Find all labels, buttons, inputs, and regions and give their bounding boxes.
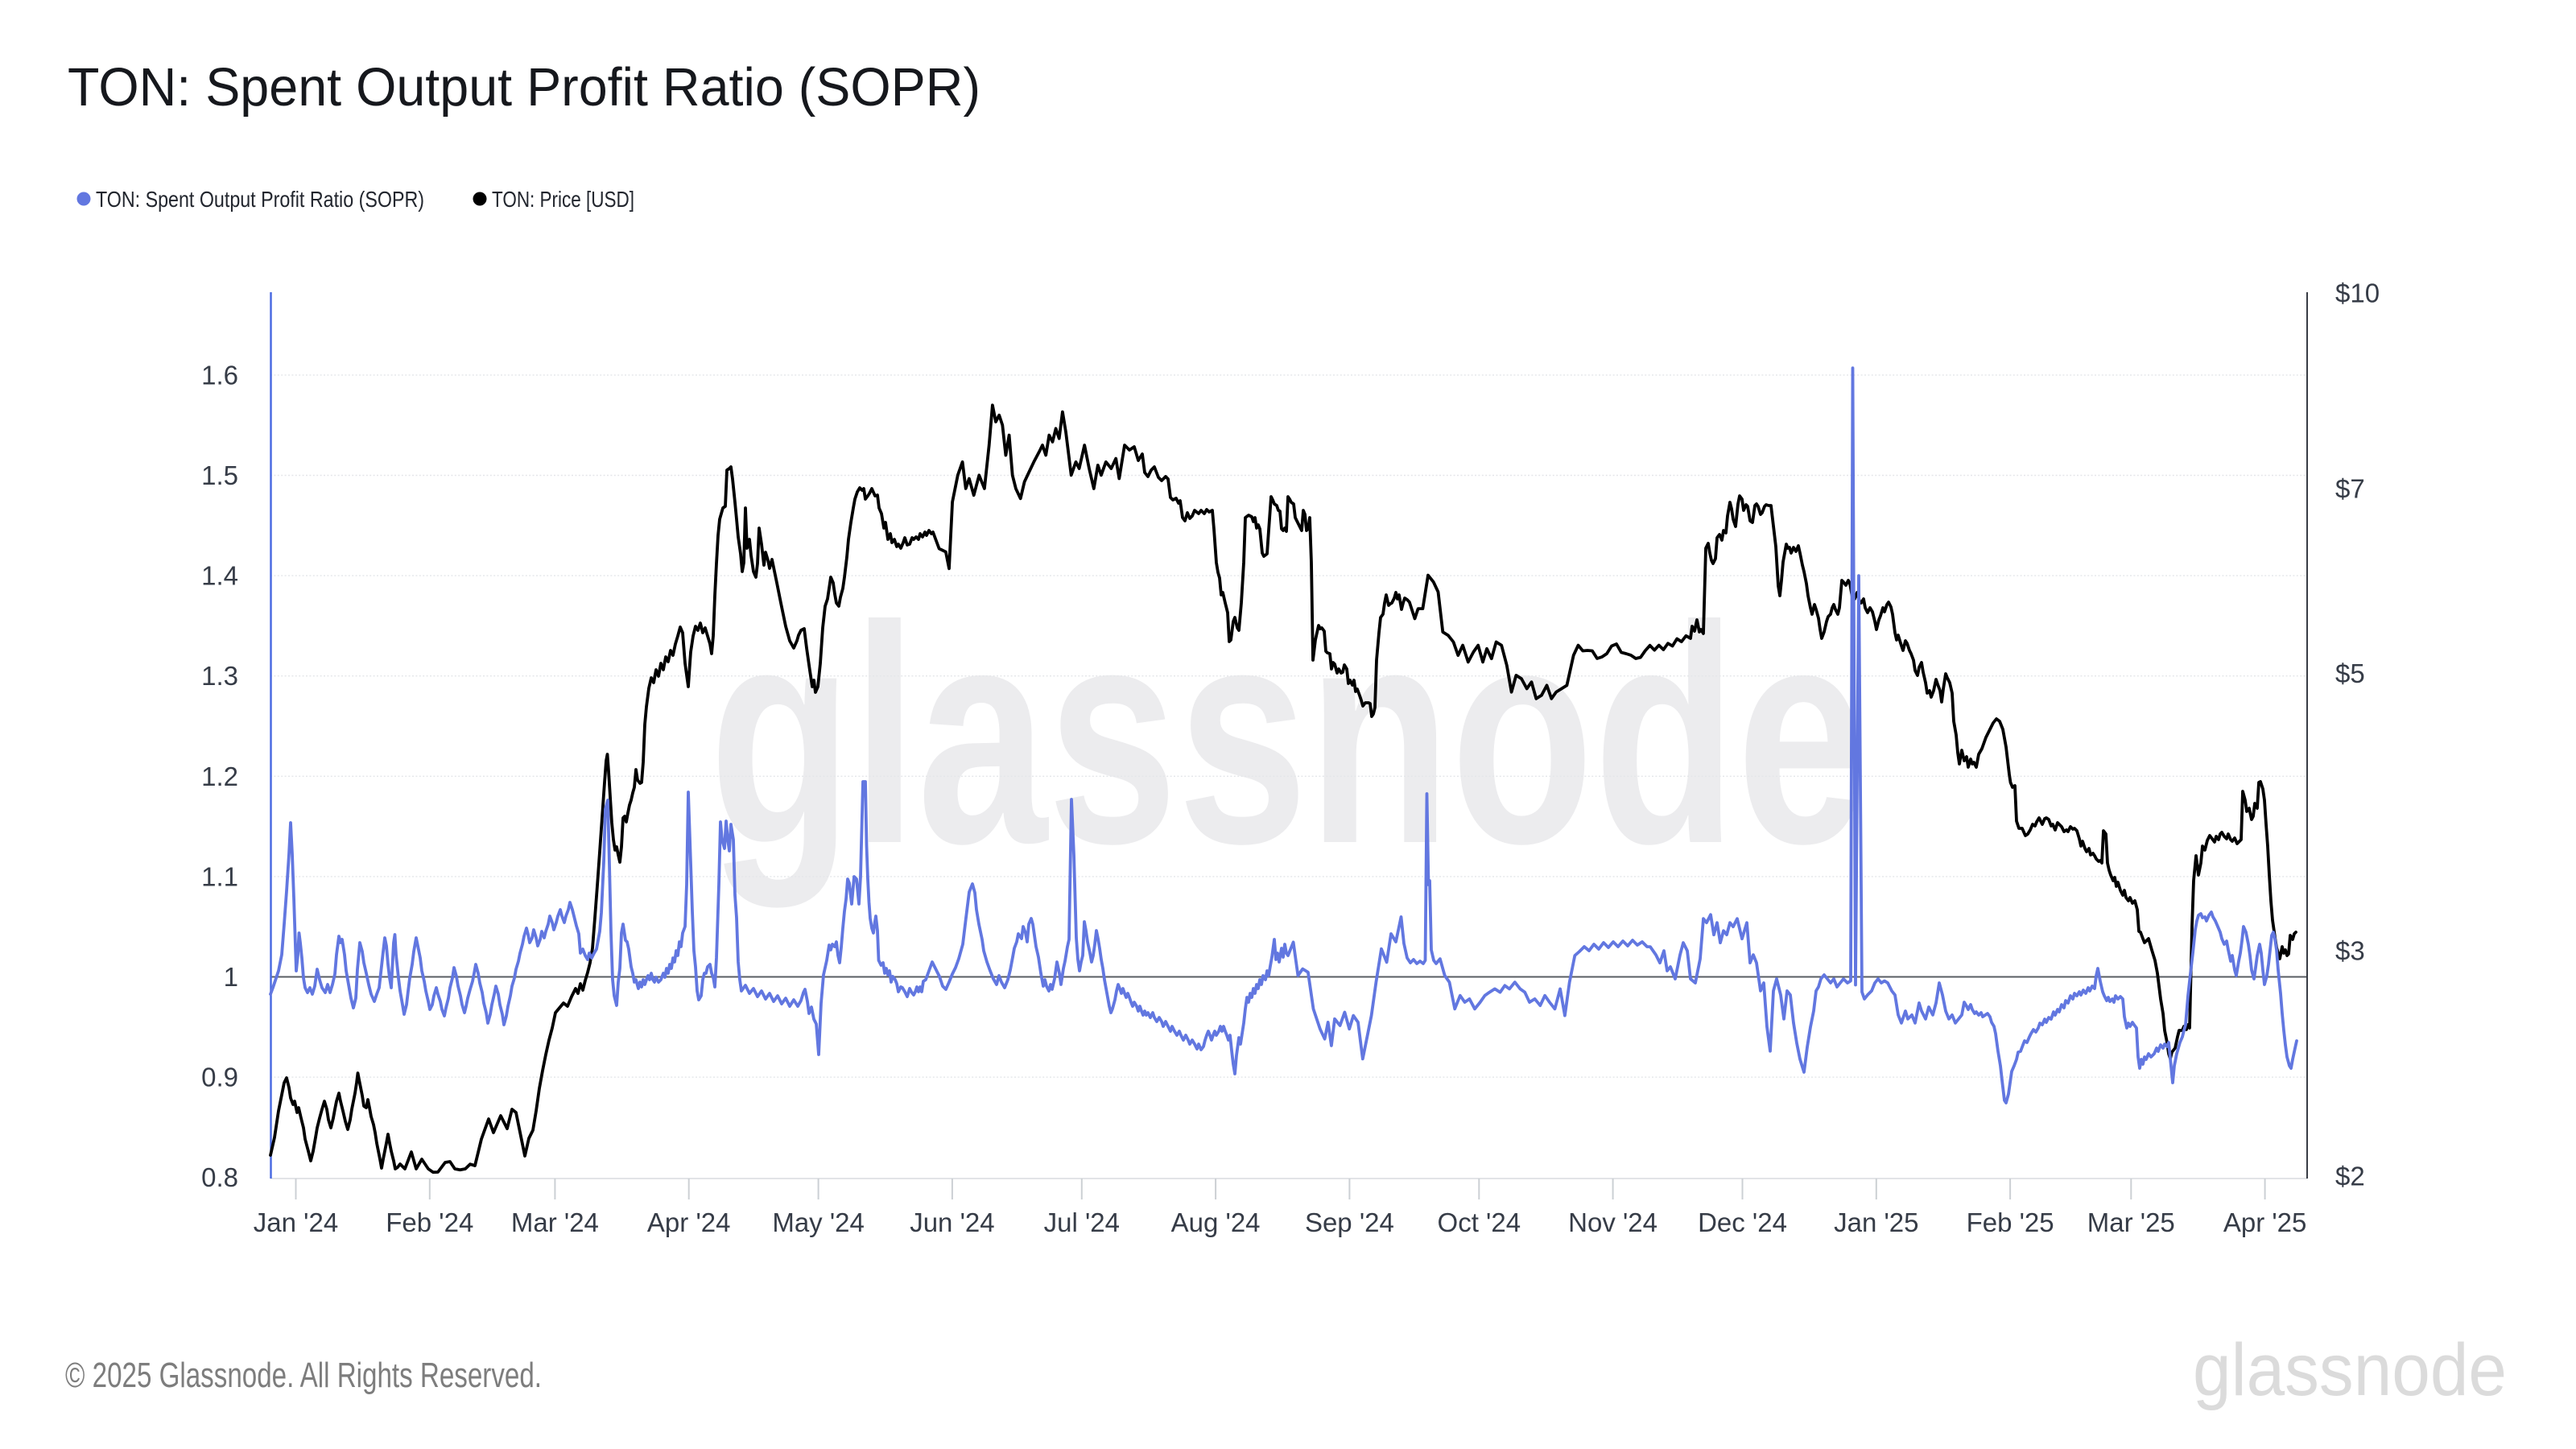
- svg-text:$5: $5: [2335, 658, 2365, 688]
- svg-text:1.2: 1.2: [201, 762, 238, 791]
- svg-text:Apr '25: Apr '25: [2223, 1208, 2307, 1237]
- svg-text:0.8: 0.8: [201, 1162, 238, 1192]
- svg-text:1.6: 1.6: [201, 360, 238, 390]
- svg-text:Dec '24: Dec '24: [1698, 1208, 1787, 1237]
- svg-text:Feb '24: Feb '24: [386, 1208, 473, 1237]
- svg-text:1.1: 1.1: [201, 861, 238, 891]
- svg-text:© 2025 Glassnode. All Rights R: © 2025 Glassnode. All Rights Reserved.: [65, 1356, 542, 1395]
- svg-text:TON: Spent Output Profit Ratio: TON: Spent Output Profit Ratio (SOPR): [68, 57, 980, 118]
- svg-text:Mar '24: Mar '24: [511, 1208, 599, 1237]
- svg-text:$2: $2: [2335, 1162, 2365, 1191]
- svg-text:TON: Spent Output Profit Ratio: TON: Spent Output Profit Ratio (SOPR): [96, 187, 424, 212]
- svg-text:glassnode: glassnode: [709, 561, 1867, 910]
- svg-text:1.3: 1.3: [201, 661, 238, 691]
- svg-text:Jun '24: Jun '24: [910, 1208, 994, 1237]
- svg-text:Jul '24: Jul '24: [1044, 1208, 1120, 1237]
- svg-text:Jan '24: Jan '24: [254, 1208, 338, 1237]
- svg-text:$10: $10: [2335, 279, 2380, 308]
- svg-text:0.9: 0.9: [201, 1063, 238, 1092]
- svg-text:glassnode: glassnode: [2193, 1329, 2507, 1411]
- svg-text:Aug '24: Aug '24: [1171, 1208, 1261, 1237]
- svg-text:Mar '25: Mar '25: [2087, 1208, 2175, 1237]
- svg-text:Apr '24: Apr '24: [647, 1208, 731, 1237]
- svg-text:TON: Price [USD]: TON: Price [USD]: [492, 187, 634, 212]
- svg-text:Feb '25: Feb '25: [1967, 1208, 2054, 1237]
- svg-text:1.5: 1.5: [201, 460, 238, 490]
- svg-text:Jan '25: Jan '25: [1834, 1208, 1918, 1237]
- svg-text:May '24: May '24: [772, 1208, 865, 1237]
- svg-text:Nov '24: Nov '24: [1568, 1208, 1657, 1237]
- svg-text:1.4: 1.4: [201, 561, 238, 591]
- svg-text:Sep '24: Sep '24: [1305, 1208, 1394, 1237]
- svg-text:1: 1: [224, 962, 238, 992]
- svg-text:Oct '24: Oct '24: [1438, 1208, 1521, 1237]
- svg-text:$7: $7: [2335, 474, 2365, 504]
- svg-text:$3: $3: [2335, 936, 2365, 966]
